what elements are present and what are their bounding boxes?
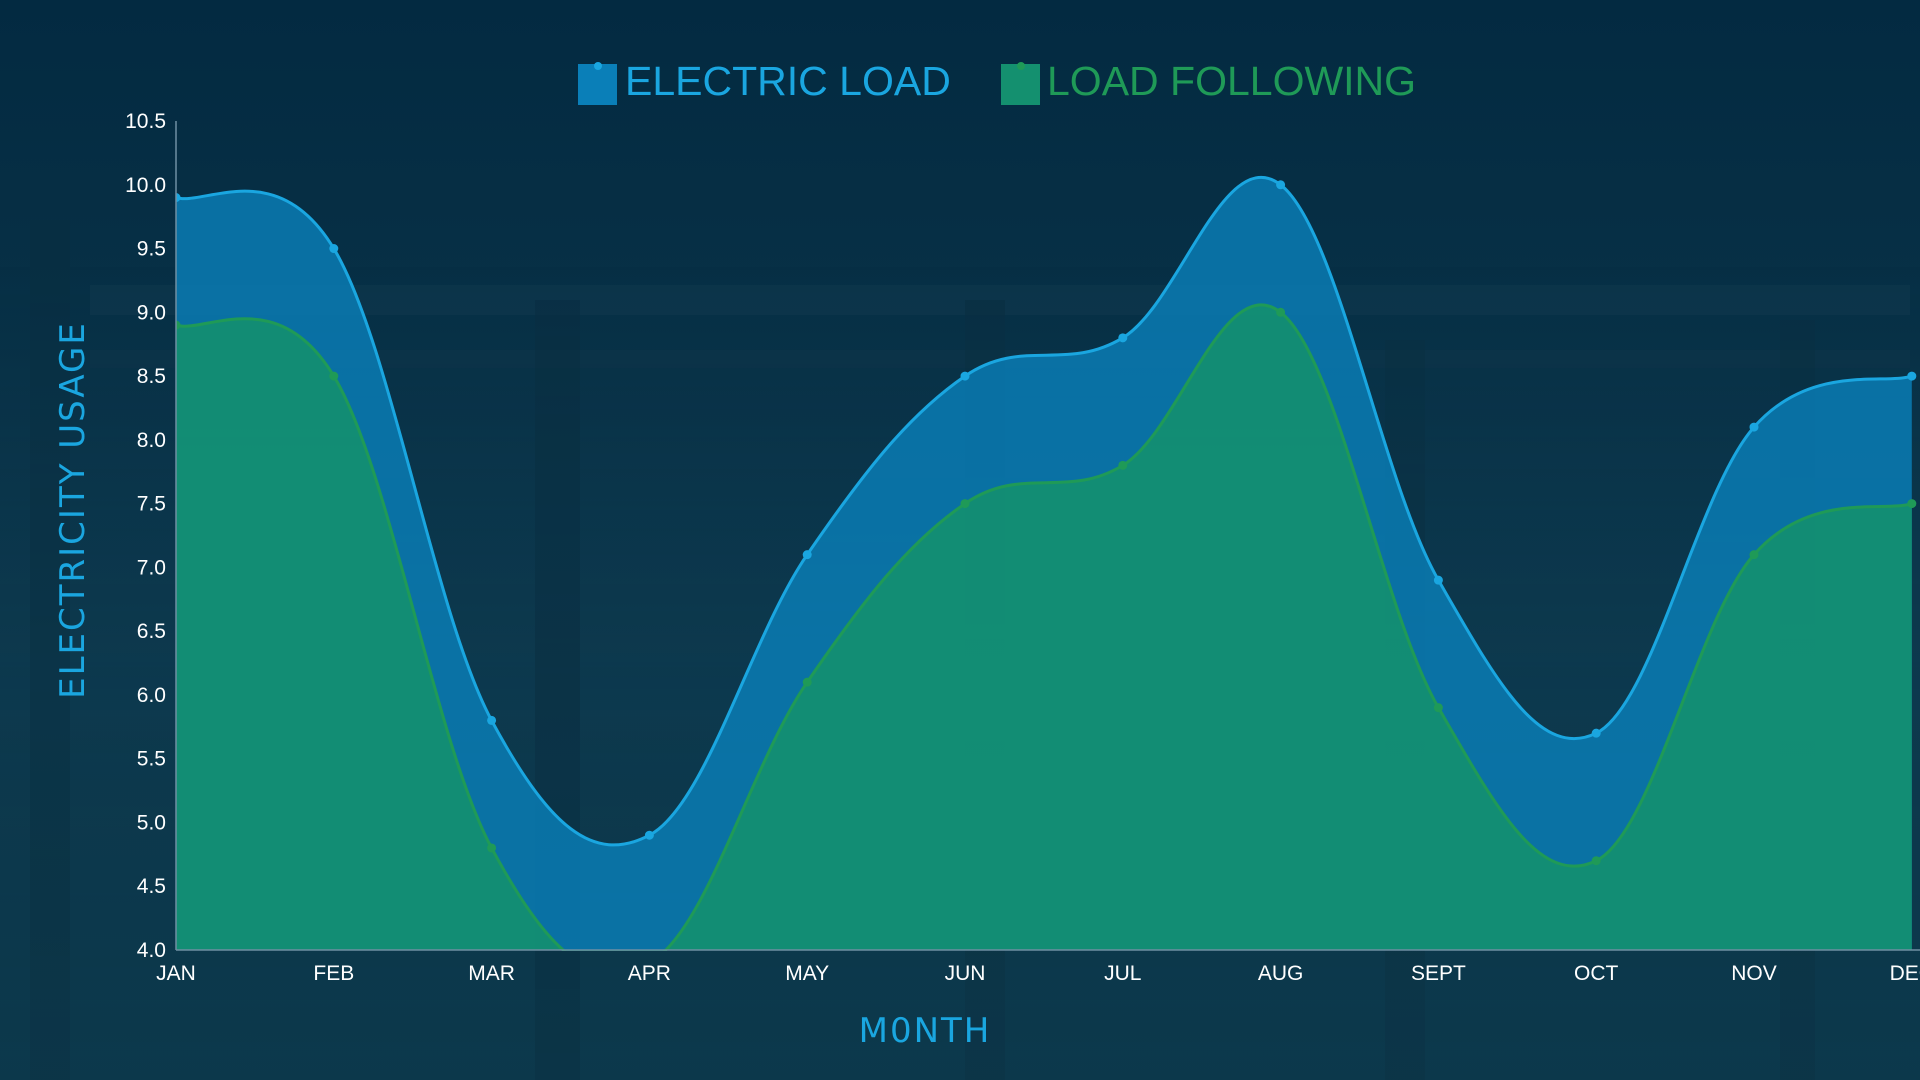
data-point-electric-load-nov[interactable] — [1749, 422, 1759, 432]
series-area-load-following — [176, 304, 1912, 951]
y-tick-label: 6.0 — [137, 684, 166, 707]
y-tick-label: 7.5 — [137, 493, 166, 516]
data-point-load-following-jun[interactable] — [960, 499, 970, 509]
legend-label-electric-load: ELECTRIC LOAD — [625, 58, 951, 104]
y-axis-title: ELECTRICITY USAGE — [53, 321, 93, 699]
y-tick-label: 6.5 — [137, 620, 166, 643]
y-tick-label: 9.5 — [137, 238, 166, 261]
y-tick-label: 10.0 — [125, 174, 166, 197]
legend-item-electric-load[interactable]: ELECTRIC LOAD — [578, 58, 951, 105]
x-tick-label-may: MAY — [785, 962, 829, 985]
x-tick-label-dec: DEC — [1890, 962, 1920, 985]
y-tick-label: 8.0 — [137, 429, 166, 452]
data-point-electric-load-dec[interactable] — [1907, 371, 1917, 381]
y-tick-label: 10.5 — [125, 110, 166, 133]
legend-swatch-electric-load — [578, 64, 617, 105]
y-tick-label: 5.5 — [137, 748, 166, 771]
y-tick-label: 4.5 — [137, 875, 166, 898]
x-tick-label-feb: FEB — [313, 962, 354, 985]
legend-marker-electric-load — [594, 62, 602, 70]
data-point-electric-load-oct[interactable] — [1591, 728, 1601, 738]
data-point-load-following-jan[interactable] — [172, 320, 181, 330]
data-point-load-following-may[interactable] — [802, 677, 812, 687]
y-tick-label: 5.0 — [137, 811, 166, 834]
x-tick-label-jul: JUL — [1104, 962, 1141, 985]
data-point-load-following-dec[interactable] — [1907, 499, 1917, 509]
data-point-electric-load-mar[interactable] — [487, 715, 497, 725]
y-tick-label: 8.5 — [137, 365, 166, 388]
x-tick-label-mar: MAR — [468, 962, 515, 985]
y-tick-label: 4.0 — [137, 939, 166, 962]
series-line-load-following — [176, 303, 1913, 951]
x-tick-label-nov: NOV — [1731, 962, 1777, 985]
data-point-load-following-oct[interactable] — [1591, 856, 1601, 866]
data-point-electric-load-sept[interactable] — [1433, 575, 1443, 585]
data-point-load-following-nov[interactable] — [1749, 550, 1759, 560]
data-point-electric-load-jun[interactable] — [960, 371, 970, 381]
x-tick-label-sept: SEPT — [1411, 962, 1466, 985]
data-point-load-following-aug[interactable] — [1276, 307, 1286, 317]
x-tick-label-jun: JUN — [945, 962, 986, 985]
x-tick-label-apr: APR — [628, 962, 671, 985]
data-point-load-following-jul[interactable] — [1118, 460, 1128, 470]
y-tick-label: 9.0 — [137, 301, 166, 324]
x-axis-title: M0NTH — [859, 1011, 992, 1051]
data-point-electric-load-feb[interactable] — [329, 244, 339, 254]
data-point-load-following-feb[interactable] — [329, 371, 339, 381]
x-tick-label-oct: OCT — [1574, 962, 1619, 985]
x-tick-label-aug: AUG — [1258, 962, 1304, 985]
data-point-load-following-mar[interactable] — [487, 843, 497, 853]
y-tick-label: 7.0 — [137, 556, 166, 579]
legend-item-load-following[interactable]: LOAD FOLLOWING — [1001, 58, 1416, 105]
data-point-electric-load-jan[interactable] — [172, 193, 181, 203]
data-point-electric-load-may[interactable] — [802, 550, 812, 560]
legend-label-load-following: LOAD FOLLOWING — [1047, 58, 1416, 104]
data-point-electric-load-apr[interactable] — [644, 830, 654, 840]
data-point-electric-load-jul[interactable] — [1118, 333, 1128, 343]
legend-swatch-load-following — [1001, 64, 1040, 105]
series-line-electric-load — [176, 175, 1913, 847]
legend-marker-load-following — [1017, 62, 1025, 70]
x-tick-label-jan: JAN — [156, 962, 196, 985]
data-point-load-following-sept[interactable] — [1433, 703, 1443, 713]
data-point-electric-load-aug[interactable] — [1276, 180, 1286, 190]
